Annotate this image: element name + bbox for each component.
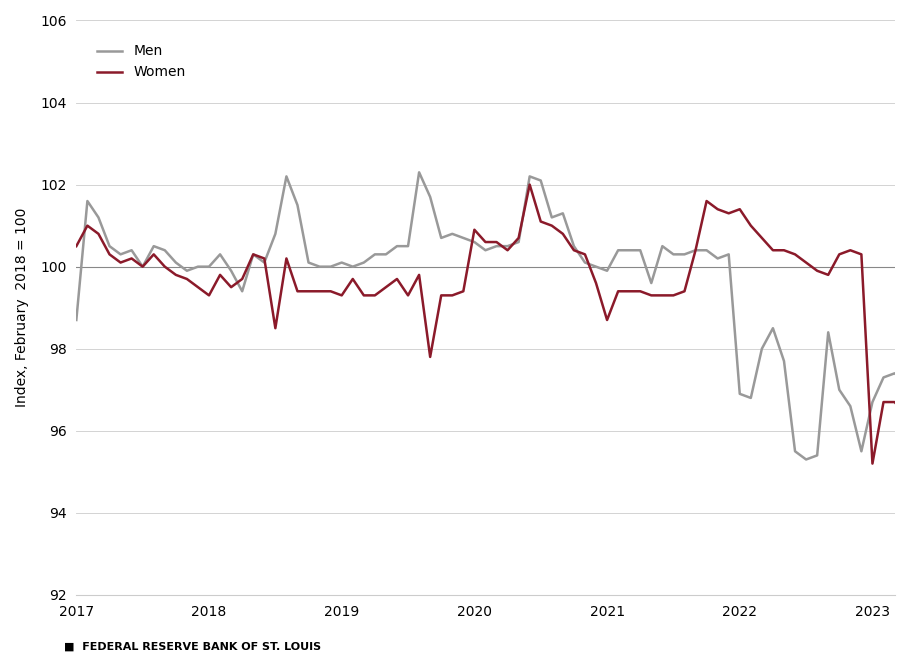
Legend: Men, Women: Men, Women	[92, 39, 191, 85]
Line: Women: Women	[76, 185, 910, 542]
Y-axis label: Index, February  2018 = 100: Index, February 2018 = 100	[15, 208, 29, 407]
Women	[71, 242, 82, 250]
Men	[71, 316, 82, 324]
Women	[524, 181, 535, 189]
Men	[414, 168, 425, 176]
Women	[170, 271, 181, 279]
Text: ■  FEDERAL RESERVE BANK OF ST. LOUIS: ■ FEDERAL RESERVE BANK OF ST. LOUIS	[64, 642, 321, 652]
Line: Men: Men	[76, 172, 910, 476]
Men	[170, 259, 181, 267]
